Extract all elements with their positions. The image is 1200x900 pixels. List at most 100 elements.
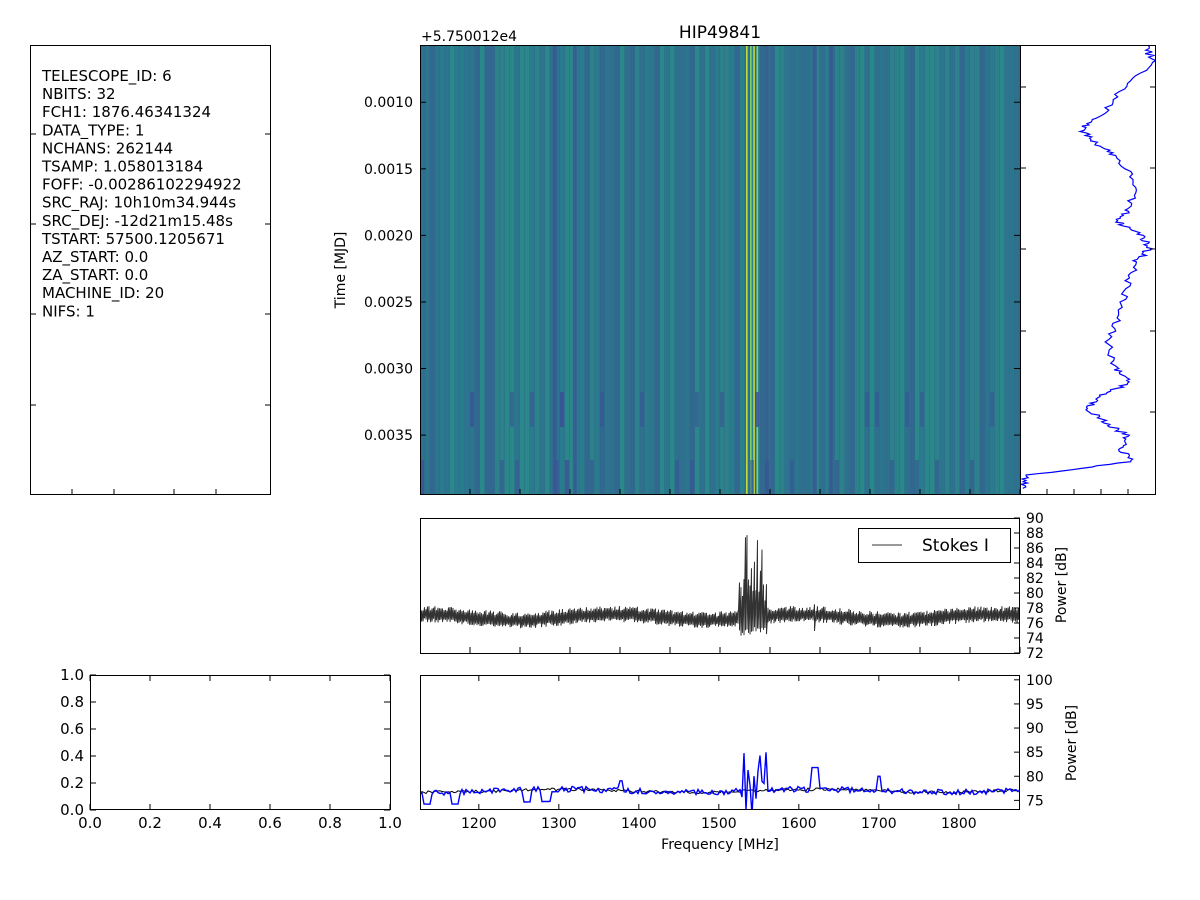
waterfall-column (555, 45, 560, 495)
header-line: TSAMP: 1.058013184 (41, 158, 203, 176)
waterfall-column (640, 45, 645, 495)
header-panel-ticks (31, 133, 270, 494)
waterfall-column (810, 45, 815, 495)
spectrum-y-ticks: 75 80 85 90 95 100 (1014, 673, 1053, 809)
y-tick-label: 80 (1026, 769, 1044, 785)
header-line: TELESCOPE_ID: 6 (41, 67, 172, 86)
header-line: NCHANS: 262144 (42, 139, 173, 157)
y-tick-label: 80 (1026, 586, 1044, 602)
dark-channel (572, 45, 577, 495)
y-tick-label: 0.0010 (364, 95, 413, 111)
plot-title: HIP49841 (679, 23, 761, 43)
waterfall-block (640, 392, 644, 427)
waterfall-column (535, 45, 540, 495)
waterfall-column (970, 45, 975, 495)
dark-channel (828, 45, 833, 495)
waterfall-column (530, 45, 535, 495)
waterfall-block (500, 460, 504, 495)
y-tick-label: 75 (1026, 793, 1044, 809)
waterfall-block (920, 392, 924, 427)
waterfall-column (490, 45, 495, 495)
waterfall-column (690, 45, 695, 495)
waterfall-column (790, 45, 795, 495)
header-line: MACHINE_ID: 20 (42, 284, 164, 303)
waterfall-column (585, 45, 590, 495)
waterfall-column (725, 45, 730, 495)
waterfall-column (735, 45, 740, 495)
waterfall-column (925, 45, 930, 495)
waterfall-column (620, 45, 625, 495)
x-tick-label: 1.0 (378, 814, 402, 832)
waterfall-column (540, 45, 545, 495)
profile-plot (1020, 45, 1156, 495)
waterfall-column (795, 45, 800, 495)
waterfall-column (855, 45, 860, 495)
dark-channel (812, 45, 817, 495)
x-tick-label: 0.8 (318, 814, 342, 832)
waterfall-block (835, 460, 839, 495)
waterfall-column (575, 45, 580, 495)
waterfall-plot: HIP49841 +5.750012e4 0.00100.00150.00200… (333, 23, 1021, 495)
waterfall-column (850, 45, 855, 495)
stokes-legend: Stokes I (858, 528, 1011, 563)
waterfall-column (660, 45, 665, 495)
waterfall-block (765, 460, 769, 495)
x-tick-label: 1400 (621, 816, 657, 832)
waterfall-column (610, 45, 615, 495)
spectrum-y-label: Power [dB] (1064, 705, 1080, 781)
waterfall-column (595, 45, 600, 495)
waterfall-column (600, 45, 605, 495)
waterfall-column (825, 45, 830, 495)
y-tick-label: 74 (1026, 631, 1044, 647)
profile-line (1020, 45, 1156, 489)
waterfall-column (730, 45, 735, 495)
y-tick-label: 95 (1026, 697, 1044, 713)
waterfall-image (420, 45, 1020, 495)
waterfall-block (470, 392, 474, 427)
waterfall-block (565, 460, 569, 495)
waterfall-column (775, 45, 780, 495)
x-tick-label: 1200 (461, 816, 497, 832)
waterfall-column (420, 45, 425, 495)
x-tick-label: 1700 (861, 816, 897, 832)
y-tick-label: 90 (1026, 511, 1044, 527)
y-tick-label: 0.0025 (364, 295, 413, 311)
waterfall-column (1000, 45, 1005, 495)
waterfall-block (875, 392, 879, 427)
waterfall-column (670, 45, 675, 495)
x-tick-label: 1300 (541, 816, 577, 832)
y-tick-label: 0.0020 (364, 228, 413, 244)
waterfall-block (510, 392, 514, 427)
waterfall-column (500, 45, 505, 495)
waterfall-column (440, 45, 445, 495)
x-tick-label: 0.6 (258, 814, 282, 832)
waterfall-column (710, 45, 715, 495)
waterfall-column (955, 45, 960, 495)
header-line: FCH1: 1876.46341324 (42, 103, 211, 121)
waterfall-column (875, 45, 880, 495)
y-tick-label: 78 (1026, 601, 1044, 617)
waterfall-column (865, 45, 870, 495)
waterfall-block (990, 392, 994, 427)
waterfall-column (760, 45, 765, 495)
x-tick-label: 1600 (781, 816, 817, 832)
profile-ticks (1020, 86, 1156, 494)
waterfall-column (460, 45, 465, 495)
y-tick-label: 0.4 (60, 747, 84, 765)
y-tick-label: 72 (1026, 646, 1044, 662)
waterfall-column (565, 45, 570, 495)
waterfall-column (510, 45, 515, 495)
y-tick-label: 0.0030 (364, 362, 413, 378)
waterfall-column (705, 45, 710, 495)
waterfall-column (680, 45, 685, 495)
waterfall-block (970, 460, 974, 495)
waterfall-column (1010, 45, 1015, 495)
waterfall-column (650, 45, 655, 495)
waterfall-column (945, 45, 950, 495)
bright-channel (756, 45, 759, 495)
waterfall-column (915, 45, 920, 495)
bright-channel (750, 45, 752, 495)
